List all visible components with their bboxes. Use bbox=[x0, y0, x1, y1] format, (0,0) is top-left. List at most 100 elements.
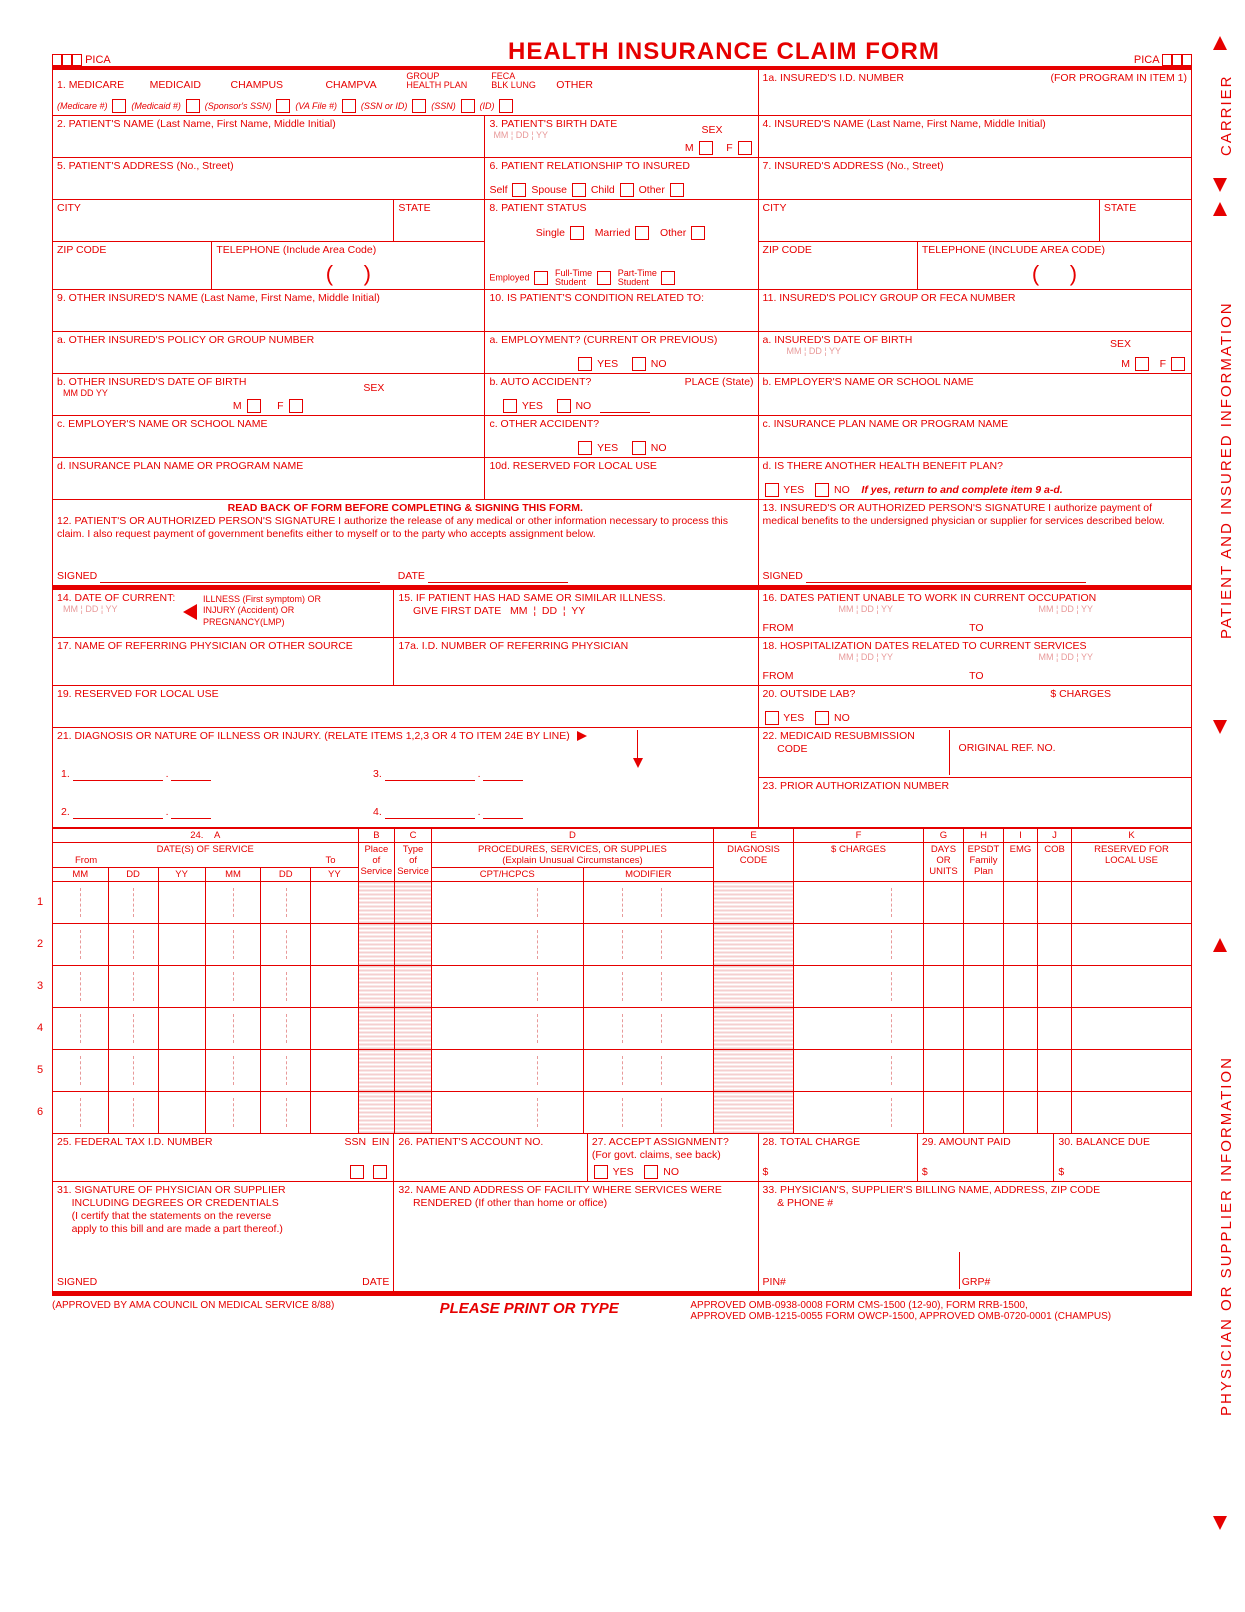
service-row[interactable]: 3 bbox=[53, 966, 1192, 1008]
hdr-j: J bbox=[1038, 829, 1072, 843]
chk-10a-no[interactable] bbox=[632, 357, 646, 371]
no-27: NO bbox=[663, 1166, 679, 1178]
arrow-down-icon bbox=[633, 758, 643, 768]
sex-11a: SEX bbox=[1110, 338, 1131, 351]
no-20: NO bbox=[834, 712, 850, 724]
chk-20-no[interactable] bbox=[815, 711, 829, 725]
sex-9b: SEX bbox=[363, 382, 384, 395]
hdr-f: F bbox=[794, 829, 924, 843]
chk-9b-f[interactable] bbox=[289, 399, 303, 413]
dol-28: $ bbox=[763, 1166, 769, 1178]
service-row[interactable]: 5 bbox=[53, 1050, 1192, 1092]
chk-champus[interactable] bbox=[276, 99, 290, 113]
chk-ein[interactable] bbox=[373, 1165, 387, 1179]
field-11a-mmddyy: MM ¦ DD ¦ YY bbox=[787, 346, 842, 357]
chk-medicare[interactable] bbox=[112, 99, 126, 113]
chk-champva[interactable] bbox=[342, 99, 356, 113]
chk-11a-f[interactable] bbox=[1171, 357, 1185, 371]
svc-e: DIAGNOSIS CODE bbox=[714, 843, 794, 882]
service-row[interactable]: 4 bbox=[53, 1008, 1192, 1050]
field-32: 32. NAME AND ADDRESS OF FACILITY WHERE S… bbox=[398, 1184, 721, 1209]
service-row[interactable]: 2 bbox=[53, 924, 1192, 966]
chk-emp[interactable] bbox=[534, 271, 548, 285]
field-30: 30. BALANCE DUE bbox=[1058, 1136, 1150, 1148]
pica-right-label: PICA bbox=[1134, 54, 1159, 66]
to-16: TO bbox=[969, 622, 983, 634]
field-5: 5. PATIENT'S ADDRESS (No., Street) bbox=[57, 160, 234, 172]
chk-ft[interactable] bbox=[597, 271, 611, 285]
yes-27: YES bbox=[613, 1166, 634, 1178]
chk-spouse[interactable] bbox=[572, 183, 586, 197]
field-15: 15. IF PATIENT HAS HAD SAME OR SIMILAR I… bbox=[394, 590, 758, 638]
chk-group[interactable] bbox=[412, 99, 426, 113]
patient-arrow-bot-icon bbox=[1213, 720, 1227, 734]
hdr-h: H bbox=[964, 829, 1004, 843]
hdr-b: B bbox=[358, 829, 395, 843]
field-6: 6. PATIENT RELATIONSHIP TO INSURED bbox=[489, 160, 690, 172]
chk-stat-other[interactable] bbox=[691, 226, 705, 240]
hint-11d: If yes, return to and complete item 9 a-… bbox=[861, 484, 1062, 496]
chk-9b-m[interactable] bbox=[247, 399, 261, 413]
field-1-num: 1. bbox=[57, 79, 66, 91]
yes-20: YES bbox=[783, 712, 804, 724]
from-16: FROM bbox=[763, 622, 794, 634]
chk-self[interactable] bbox=[512, 183, 526, 197]
chk-10b-yes[interactable] bbox=[503, 399, 517, 413]
side-physician-label: PHYSICIAN OR SUPPLIER INFORMATION bbox=[1218, 966, 1235, 1506]
chk-feca[interactable] bbox=[461, 99, 475, 113]
chk-married[interactable] bbox=[635, 226, 649, 240]
chk-rel-other[interactable] bbox=[670, 183, 684, 197]
chk-child[interactable] bbox=[620, 183, 634, 197]
chk-medicaid[interactable] bbox=[186, 99, 200, 113]
m-9b: M bbox=[233, 400, 242, 412]
field-22: 22. MEDICAID RESUBMISSION CODE bbox=[763, 730, 915, 755]
field-17a: 17a. I.D. NUMBER OF REFERRING PHYSICIAN bbox=[398, 640, 628, 652]
field-31: 31. SIGNATURE OF PHYSICIAN OR SUPPLIER I… bbox=[57, 1184, 286, 1235]
chk-sex-m[interactable] bbox=[699, 141, 713, 155]
field-1a-hint: (FOR PROGRAM IN ITEM 1) bbox=[1051, 72, 1188, 85]
field-10: 10. IS PATIENT'S CONDITION RELATED TO: bbox=[489, 292, 704, 304]
svc-from: From bbox=[75, 855, 97, 866]
chk-20-yes[interactable] bbox=[765, 711, 779, 725]
signed-13: SIGNED bbox=[763, 570, 803, 582]
footer-l1: APPROVED OMB-0938-0008 FORM CMS-1500 (12… bbox=[690, 1300, 1192, 1311]
chk-ssn[interactable] bbox=[350, 1165, 364, 1179]
svc-d1: CPT/HCPCS bbox=[431, 868, 583, 882]
chk-single[interactable] bbox=[570, 226, 584, 240]
chk-10c-yes[interactable] bbox=[578, 441, 592, 455]
opt-other: OTHER bbox=[556, 79, 593, 91]
chk-pt[interactable] bbox=[661, 271, 675, 285]
signed-12: SIGNED bbox=[57, 570, 97, 582]
chk-11d-yes[interactable] bbox=[765, 483, 779, 497]
chk-27-no[interactable] bbox=[644, 1165, 658, 1179]
chk-11a-m[interactable] bbox=[1135, 357, 1149, 371]
chk-27-yes[interactable] bbox=[594, 1165, 608, 1179]
field-33: 33. PHYSICIAN'S, SUPPLIER'S BILLING NAME… bbox=[763, 1184, 1101, 1209]
side-patient-label: PATIENT AND INSURED INFORMATION bbox=[1218, 230, 1235, 710]
chk-sex-f[interactable] bbox=[738, 141, 752, 155]
stat-ft: Full-Time Student bbox=[555, 269, 592, 287]
chk-other[interactable] bbox=[499, 99, 513, 113]
field-25: 25. FEDERAL TAX I.D. NUMBER bbox=[57, 1136, 213, 1148]
stat-married: Married bbox=[595, 227, 631, 239]
footer-ama: (APPROVED BY AMA COUNCIL ON MEDICAL SERV… bbox=[52, 1300, 440, 1322]
f-11a: F bbox=[1160, 358, 1166, 370]
svc-h: EPSDT Family Plan bbox=[964, 843, 1004, 882]
yes-10c: YES bbox=[597, 442, 618, 454]
grp-33: GRP# bbox=[962, 1276, 991, 1288]
chk-11d-no[interactable] bbox=[815, 483, 829, 497]
chk-10c-no[interactable] bbox=[632, 441, 646, 455]
service-row[interactable]: 1 bbox=[53, 882, 1192, 924]
service-table: 24. A B C D E F G H I J K DATE(S) OF SER… bbox=[52, 828, 1192, 1134]
svc-c: Type of Service bbox=[395, 843, 432, 882]
state-r: STATE bbox=[1104, 202, 1136, 214]
field-21: 21. DIAGNOSIS OR NATURE OF ILLNESS OR IN… bbox=[57, 730, 570, 742]
sub-medicare: (Medicare #) bbox=[57, 101, 108, 111]
field-11: 11. INSURED'S POLICY GROUP OR FECA NUMBE… bbox=[763, 292, 1016, 304]
chk-10a-yes[interactable] bbox=[578, 357, 592, 371]
no-10a: NO bbox=[651, 358, 667, 370]
field-16-mmddyy1: MM ¦ DD ¦ YY bbox=[839, 604, 894, 615]
service-row[interactable]: 6 bbox=[53, 1092, 1192, 1134]
yes-10b: YES bbox=[522, 400, 543, 412]
chk-10b-no[interactable] bbox=[557, 399, 571, 413]
